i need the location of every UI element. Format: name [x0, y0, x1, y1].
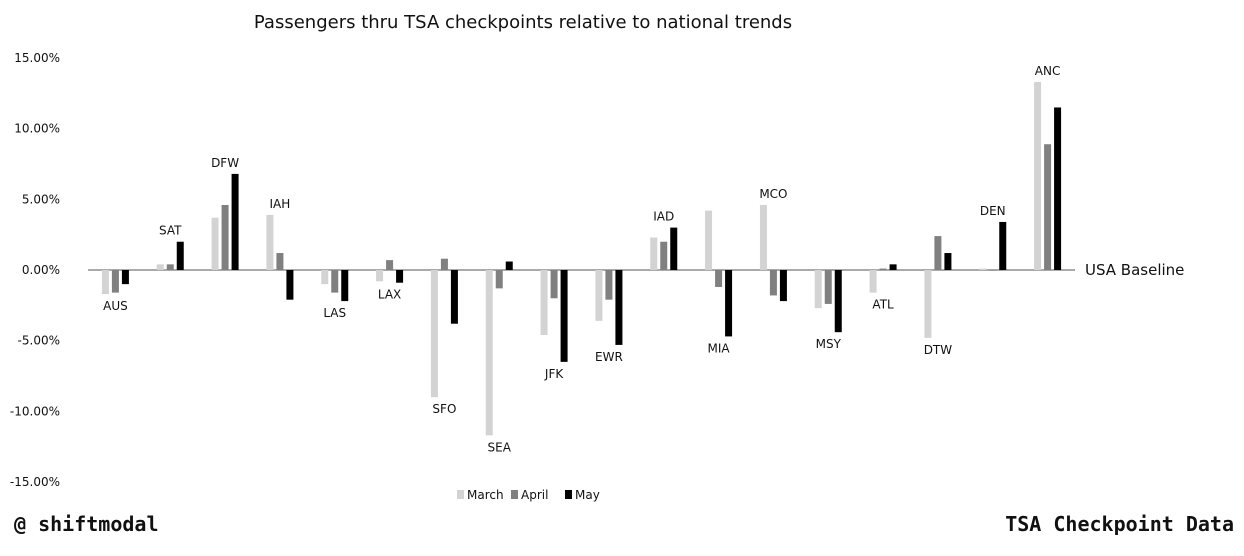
bar-aus-may: [121, 270, 129, 285]
bar-ewr-april: [605, 270, 613, 300]
bar-sat-april: [166, 264, 174, 270]
bar-dfw-april: [221, 204, 229, 270]
bar-mia-may: [725, 270, 733, 337]
category-label-sfo: SFO: [432, 402, 456, 416]
category-label-las: LAS: [323, 306, 346, 320]
category-label-dfw: DFW: [211, 156, 239, 170]
category-label-iad: IAD: [653, 210, 674, 224]
bar-sea-march: [485, 270, 493, 436]
bar-den-may: [999, 221, 1007, 270]
bar-jfk-april: [550, 270, 558, 299]
y-tick-label: -15.00%: [10, 475, 60, 489]
legend-label-march: March: [467, 488, 504, 502]
bar-sfo-march: [430, 270, 438, 398]
chart-title: Passengers thru TSA checkpoints relative…: [254, 12, 792, 33]
legend: March April May: [457, 488, 600, 502]
category-label-iah: IAH: [270, 197, 291, 211]
category-label-aus: AUS: [103, 299, 128, 313]
bar-jfk-may: [560, 270, 568, 362]
bar-anc-may: [1054, 107, 1062, 270]
bar-sea-may: [505, 261, 513, 270]
bar-atl-march: [869, 270, 877, 293]
footer-credit: @ shiftmodal: [14, 512, 159, 536]
y-tick-label: -10.00%: [10, 404, 60, 418]
legend-label-april: April: [521, 488, 548, 502]
bar-mia-march: [705, 210, 713, 270]
bar-las-may: [341, 270, 349, 302]
bar-atl-april: [879, 268, 887, 270]
bar-sat-may: [176, 241, 184, 270]
category-label-sat: SAT: [159, 224, 182, 238]
y-tick-label: 10.00%: [14, 122, 60, 136]
bar-aus-march: [101, 270, 109, 295]
bar-dtw-april: [934, 236, 942, 270]
bar-msy-march: [814, 270, 822, 309]
bar-aus-april: [111, 270, 119, 293]
bar-sfo-april: [440, 258, 448, 270]
y-axis: 15.00% 10.00% 5.00% 0.00% -5.00% -10.00% -15.0…: [10, 51, 60, 489]
bar-ewr-march: [595, 270, 603, 321]
category-labels: AUS SAT DFW IAH LAS LAX SFO SEA JFK EWR IAD MIA MCO M…: [103, 64, 1060, 454]
bar-sea-april: [495, 270, 503, 289]
category-label-atl: ATL: [872, 298, 894, 312]
baseline-label: USA Baseline: [1085, 261, 1184, 279]
bar-msy-may: [834, 270, 842, 333]
bar-lax-april: [386, 260, 394, 270]
bar-anc-march: [1034, 82, 1042, 270]
bar-ewr-may: [615, 270, 623, 345]
bar-iah-april: [276, 253, 284, 270]
bar-iad-april: [660, 241, 668, 270]
bar-sat-march: [156, 264, 164, 270]
bar-atl-may: [889, 264, 897, 270]
bar-mco-march: [759, 204, 767, 270]
bar-iad-march: [650, 237, 658, 270]
category-label-mco: MCO: [759, 187, 787, 201]
bar-den-march: [979, 268, 987, 270]
footer-source: TSA Checkpoint Data: [1005, 512, 1234, 536]
bar-mco-may: [779, 270, 787, 302]
bar-lax-may: [396, 270, 404, 283]
legend-swatch-april: [511, 490, 518, 499]
bar-las-march: [321, 270, 329, 285]
bar-dfw-march: [211, 217, 219, 270]
category-label-den: DEN: [980, 204, 1006, 218]
legend-swatch-march: [457, 490, 464, 499]
bar-dtw-may: [944, 253, 952, 270]
bar-lax-march: [376, 270, 384, 282]
category-label-anc: ANC: [1035, 64, 1061, 78]
category-label-dtw: DTW: [924, 343, 953, 357]
bar-dtw-march: [924, 270, 932, 338]
category-label-jfk: JFK: [544, 367, 564, 381]
bar-iad-may: [670, 227, 678, 270]
bar-sfo-may: [450, 270, 458, 324]
bar-msy-april: [824, 270, 832, 304]
bar-jfk-march: [540, 270, 548, 336]
category-label-lax: LAX: [378, 288, 401, 302]
bar-anc-april: [1044, 144, 1052, 270]
y-tick-label: -5.00%: [18, 334, 60, 348]
legend-label-may: May: [575, 488, 600, 502]
bars: [101, 82, 1062, 436]
y-tick-label: 5.00%: [22, 192, 60, 206]
bar-las-april: [331, 270, 339, 293]
category-label-sea: SEA: [488, 440, 512, 454]
bar-mia-april: [715, 270, 723, 287]
y-tick-label: 15.00%: [14, 51, 60, 65]
bar-iah-may: [286, 270, 294, 300]
bar-den-april: [989, 270, 997, 271]
bar-mco-april: [769, 270, 777, 296]
category-label-msy: MSY: [816, 337, 842, 351]
category-label-ewr: EWR: [595, 350, 623, 364]
legend-swatch-may: [565, 490, 572, 499]
bar-iah-march: [266, 214, 274, 270]
category-label-mia: MIA: [708, 341, 731, 355]
bar-dfw-may: [231, 173, 239, 270]
y-tick-label: 0.00%: [22, 263, 60, 277]
